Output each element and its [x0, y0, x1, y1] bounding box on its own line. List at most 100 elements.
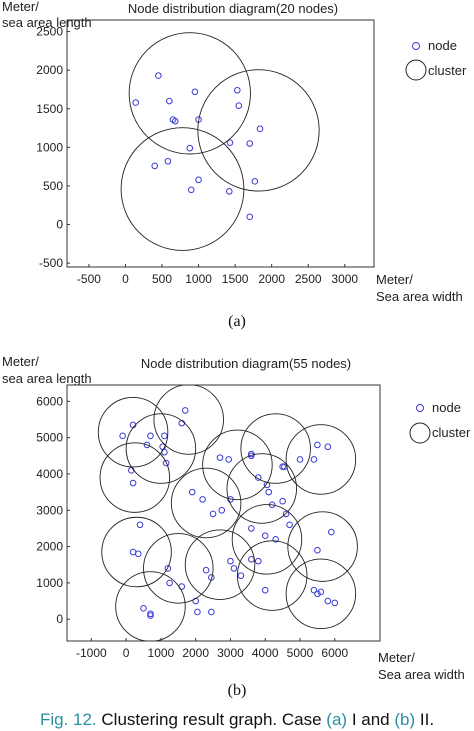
chart-b-node-point — [209, 510, 217, 518]
chart-b-node-point — [265, 488, 273, 496]
chart-b-node-point — [310, 586, 318, 594]
caption-text-3: II. — [419, 710, 435, 729]
chart-b-node-point — [261, 586, 269, 594]
chart-b-node-point — [134, 550, 142, 558]
chart-a-legend-cluster-marker — [405, 59, 427, 81]
caption-ref-b[interactable]: (b) — [394, 710, 416, 729]
chart-a-ylabel-line1: Meter/ — [2, 0, 39, 14]
chart-a-xlabel-line2: Sea area width — [376, 289, 463, 304]
chart-a-legend-node-marker — [412, 42, 420, 50]
chart-b-ylabel-line2: sea area length — [2, 371, 92, 386]
chart-b-node-point — [248, 525, 255, 532]
chart-b-node-point — [208, 608, 215, 616]
chart-b-cluster-circle — [236, 540, 308, 611]
chart-b-node-point — [143, 441, 151, 449]
chart-b-node-point — [314, 546, 321, 554]
chart-b-node-point — [188, 488, 196, 496]
chart-b-title: Node distribution diagram(55 nodes) — [141, 356, 351, 371]
chart-b-cluster-circle — [285, 424, 357, 495]
chart-b-cluster-circle — [231, 504, 303, 575]
chart-b-node-point — [140, 605, 147, 612]
chart-b-node-point — [216, 454, 224, 461]
chart-b-node-point — [310, 456, 318, 463]
chart-a-node-point — [246, 213, 254, 221]
chart-a-ytick-label: 1000 — [36, 140, 63, 154]
chart-b-xtick-label: 3000 — [217, 646, 244, 660]
chart-a-node-point — [191, 88, 199, 96]
chart-b-ytick-label: 2000 — [36, 540, 63, 554]
chart-a-legend-node-label: node — [428, 38, 457, 53]
chart-b-node-point — [164, 565, 172, 572]
chart-b-cluster-circle — [202, 429, 273, 501]
chart-b-node-point — [227, 557, 234, 565]
chart-b-ytick-label: 4000 — [36, 467, 63, 481]
chart-a-title: Node distribution diagram(20 nodes) — [128, 1, 338, 16]
chart-b-xtick-label: 1000 — [148, 646, 175, 660]
chart-b-node-point — [162, 459, 170, 467]
chart-a-ytick-label: 0 — [56, 218, 63, 232]
chart-b-node-point — [324, 597, 332, 605]
chart-b-ytick-label: 5000 — [36, 431, 63, 445]
chart-b-cluster-circle — [287, 511, 358, 582]
chart-b-legend: node cluster — [409, 400, 471, 444]
chart-a-plot-area — [120, 32, 320, 251]
chart-b-node-point — [286, 521, 293, 529]
chart-a-xtick-label: 3000 — [331, 272, 358, 286]
chart-b-node-point — [328, 528, 335, 536]
chart-b-cluster-circle — [170, 467, 242, 539]
chart-a-xtick-label: -500 — [77, 272, 101, 286]
chart-b-legend-cluster-label: cluster — [432, 425, 471, 440]
chart-a-xtick-label: 2500 — [295, 272, 322, 286]
chart-a-ytick-label: -500 — [39, 256, 63, 270]
chart-b-node-point — [147, 432, 154, 440]
chart-a-node-point — [171, 117, 179, 125]
chart-b-node-point — [324, 443, 332, 451]
caption-text-1: Clustering result graph. Case — [101, 710, 322, 729]
chart-a-node-point — [195, 176, 202, 184]
chart-a-legend-cluster-label: cluster — [428, 63, 467, 78]
chart-a-cluster-circle — [197, 69, 320, 192]
chart-b-node-point — [161, 432, 168, 440]
chart-b-cluster-circle — [240, 413, 311, 484]
chart-a-node-point — [186, 144, 194, 152]
chart-a-xtick-label: 0 — [122, 272, 129, 286]
chart-a-ytick-label: 2000 — [36, 63, 63, 77]
chart-b-cluster-circle — [101, 516, 172, 588]
chart-b-legend-node-marker — [416, 404, 424, 412]
chart-b-plot-frame — [66, 384, 381, 642]
chart-a-ytick-label: 1500 — [36, 102, 63, 116]
chart-a-node-point — [225, 188, 233, 195]
chart-b-xtick-label: 0 — [123, 646, 130, 660]
chart-b-node-point — [199, 496, 206, 503]
chart-b-node-point — [181, 407, 189, 414]
chart-b-ytick-label: 1000 — [36, 576, 63, 590]
caption-ref-a[interactable]: (a) — [326, 710, 348, 729]
chart-b-node-point — [129, 479, 137, 487]
chart-a-xtick-label: 2000 — [258, 272, 285, 286]
chart-a-xtick-label: 500 — [152, 272, 172, 286]
chart-b-cluster-circle — [125, 413, 197, 484]
chart-a-node-point — [234, 86, 241, 94]
chart-b-node-point — [248, 450, 255, 458]
chart-b-node-point — [202, 566, 210, 574]
chart-b-ytick-label: 6000 — [36, 394, 63, 408]
chart-a-plot-frame — [66, 19, 375, 268]
chart-b-cluster-circle — [115, 571, 186, 641]
chart-b-node-point — [225, 456, 233, 463]
caption-text-2: I and — [351, 710, 390, 729]
chart-b-node-point — [296, 456, 304, 463]
chart-b-cluster-circle — [226, 453, 297, 524]
figure-caption: Fig. 12. Clustering result graph. Case (… — [0, 710, 474, 730]
subfig-b-label: (b) — [227, 682, 247, 699]
chart-a-node-point — [235, 102, 243, 109]
chart-a-node-point — [151, 162, 159, 170]
chart-b-legend-node-label: node — [432, 400, 461, 415]
chart-b-xtick-label: 6000 — [321, 646, 348, 660]
chart-b-ytick-label: 0 — [56, 612, 63, 626]
chart-a-node-point — [256, 125, 264, 133]
chart-a-xtick-label: 1500 — [222, 272, 249, 286]
chart-b-node-point — [317, 588, 325, 596]
chart-a-node-point — [132, 99, 140, 106]
chart-a-ytick-label: 500 — [43, 179, 63, 193]
chart-b-node-point — [331, 599, 339, 607]
